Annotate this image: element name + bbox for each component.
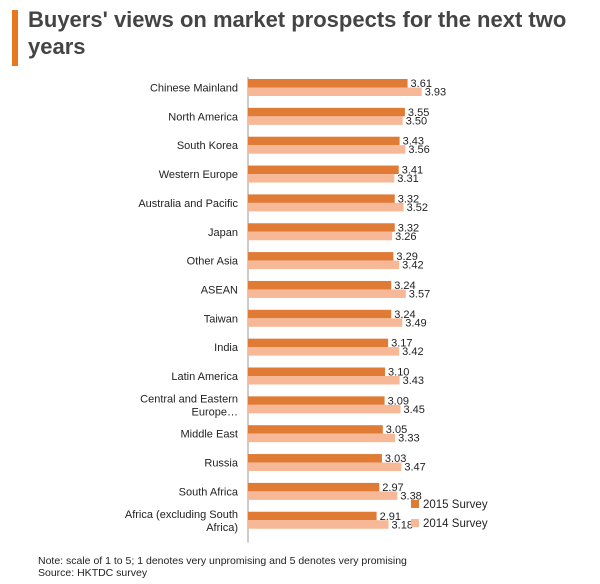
bar-2015 — [248, 107, 405, 117]
data-label: 3.32 — [398, 193, 419, 205]
data-label: 3.49 — [405, 317, 426, 329]
chart-footnote: Note: scale of 1 to 5; 1 denotes very un… — [38, 555, 407, 579]
data-label: 3.56 — [408, 144, 429, 156]
category-label: Europe… — [192, 406, 238, 418]
data-label: 3.43 — [403, 375, 424, 387]
bar-2014 — [248, 404, 401, 414]
data-label: 3.61 — [411, 78, 432, 90]
bar-2014 — [248, 87, 422, 96]
data-label: 3.57 — [409, 288, 430, 300]
bar-2015 — [248, 367, 386, 376]
data-label: 3.31 — [397, 173, 418, 185]
bar-2015 — [248, 280, 392, 290]
data-label: 3.93 — [425, 87, 446, 99]
bar-2015 — [248, 482, 380, 492]
chart-title: Buyers' views on market prospects for th… — [28, 7, 567, 59]
data-label: 3.24 — [394, 309, 415, 321]
category-label: India — [214, 342, 239, 354]
bar-2014 — [248, 116, 403, 125]
bar-2014 — [248, 289, 406, 298]
category-label: North America — [168, 111, 239, 123]
category-label: ASEAN — [201, 284, 238, 296]
category-label: South Africa — [179, 486, 239, 498]
bar-2014 — [248, 520, 389, 529]
data-label: 3.45 — [403, 404, 424, 416]
data-label: 3.52 — [407, 202, 428, 214]
legend-label: 2015 Survey — [423, 499, 488, 511]
bar-2014 — [248, 347, 400, 356]
category-label: Central and Eastern — [140, 393, 238, 405]
data-label: 3.18 — [392, 519, 413, 531]
data-label: 3.47 — [404, 462, 425, 474]
category-label: Africa (excluding South — [125, 509, 238, 521]
data-label: 3.41 — [402, 165, 423, 177]
category-label: South Korea — [177, 140, 239, 152]
data-label: 3.55 — [408, 107, 429, 119]
category-label: Australia and Pacific — [138, 198, 238, 210]
legend-label: 2014 Survey — [423, 518, 488, 530]
data-label: 3.43 — [403, 136, 424, 148]
category-label: Russia — [204, 458, 239, 470]
bar-2014 — [248, 491, 398, 500]
category-label: Other Asia — [187, 256, 239, 268]
category-label: Western Europe — [159, 169, 238, 181]
legend-swatch-2014 — [411, 519, 419, 527]
category-label: Latin America — [171, 371, 239, 383]
bar-2014 — [248, 462, 402, 472]
bar-2015 — [248, 223, 395, 232]
bar-2015 — [248, 136, 400, 146]
bar-2014 — [248, 260, 400, 270]
bar-2014 — [248, 376, 400, 385]
category-label: Taiwan — [204, 313, 238, 325]
bar-2015 — [248, 194, 395, 203]
category-label: Africa) — [206, 522, 238, 534]
title-accent-bar — [12, 10, 18, 66]
bar-2015 — [248, 252, 394, 261]
category-label: Chinese Mainland — [150, 83, 238, 95]
data-label: 3.17 — [391, 338, 412, 350]
data-label: 3.42 — [402, 346, 423, 358]
legend-swatch-2015 — [411, 500, 419, 508]
bar-2014 — [248, 202, 404, 212]
bar-2014 — [248, 433, 396, 443]
data-label: 3.50 — [406, 115, 427, 127]
bar-2015 — [248, 338, 389, 348]
data-label: 3.29 — [396, 251, 417, 263]
data-label: 3.32 — [398, 222, 419, 234]
bar-2014 — [248, 174, 395, 183]
bar-2015 — [248, 396, 385, 405]
bar-2015 — [248, 454, 382, 463]
data-label: 3.33 — [398, 433, 419, 445]
data-label: 3.26 — [395, 231, 416, 243]
bar-2015 — [248, 309, 392, 319]
bar-2015 — [248, 425, 383, 434]
bar-2014 — [248, 145, 406, 154]
data-label: 3.09 — [388, 395, 409, 407]
data-label: 2.97 — [382, 482, 403, 494]
data-label: 3.24 — [394, 280, 415, 292]
bar-2015 — [248, 165, 399, 175]
bar-2015 — [248, 511, 377, 521]
category-label: Japan — [208, 227, 238, 239]
category-label: Middle East — [181, 429, 238, 441]
note-text: Note: scale of 1 to 5; 1 denotes very un… — [38, 555, 407, 567]
data-label: 3.42 — [402, 260, 423, 272]
bar-2014 — [248, 318, 403, 327]
data-label: 3.03 — [385, 453, 406, 465]
data-label: 3.38 — [400, 490, 421, 502]
data-label: 3.10 — [388, 367, 409, 379]
bar-2014 — [248, 231, 393, 241]
bar-2015 — [248, 79, 408, 88]
data-label: 3.05 — [386, 424, 407, 436]
data-label: 2.91 — [380, 511, 401, 523]
source-text: Source: HKTDC survey — [38, 567, 148, 579]
